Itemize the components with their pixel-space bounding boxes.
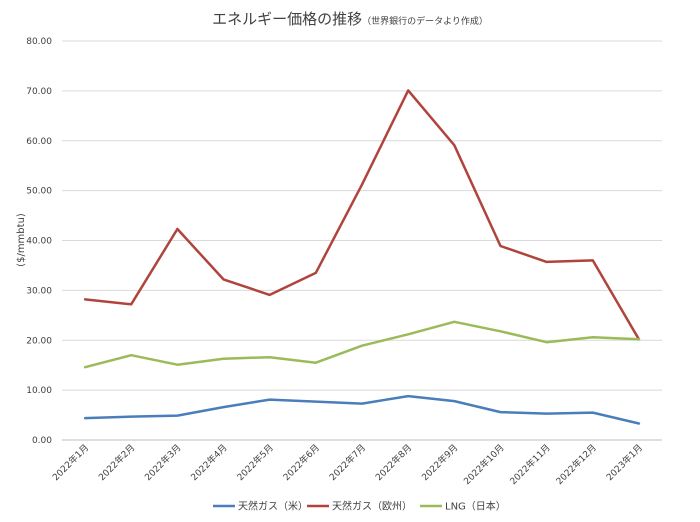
data-point [407,89,409,92]
data-point [499,330,502,333]
x-tick-label: 2022年9月 [419,442,460,483]
data-point [407,333,409,336]
x-tick-label: 2022年5月 [234,442,275,483]
data-point [591,336,594,339]
x-tick-label: 2022年4月 [188,442,229,483]
data-point [84,366,86,368]
data-point [315,272,317,274]
data-point [130,303,133,306]
gridlines [62,40,662,441]
data-point [130,415,133,418]
data-point [591,411,594,414]
legend-label: LNG（日本） [445,500,506,513]
data-point [176,363,179,366]
y-tick-label: 60.00 [26,137,52,147]
chart-subtitle: （世界銀行のデータより作成） [362,15,488,27]
y-axis-label: ($/mmbtu) [16,213,27,267]
data-point [453,144,456,147]
data-point [84,417,86,419]
data-point [361,344,363,347]
x-tick-label: 2022年8月 [373,442,414,483]
data-point [222,406,225,408]
data-point [545,341,548,344]
x-tick-label: 2022年6月 [281,442,322,483]
y-tick-label: 20.00 [26,336,52,346]
series-line-2 [83,320,641,369]
chart-title: エネルギー価格の推移（世界銀行のデータより作成） [212,10,488,28]
y-tick-label: 10.00 [26,386,52,396]
data-point [591,259,594,262]
data-point [545,412,548,415]
x-tick-label: 2022年11月 [507,442,553,488]
data-point [638,422,640,425]
data-point [268,398,271,401]
data-point [453,400,456,402]
data-point [453,320,456,323]
y-tick-label: 0.00 [32,436,52,446]
data-point [315,361,317,364]
y-tick-label: 30.00 [26,286,52,296]
y-tick-label: 70.00 [26,87,52,97]
x-tick-labels: 2022年1月 2022年2月 2022年3月 2022年4月 2022年5月 2022年… [50,442,645,488]
y-tick-label: 50.00 [26,187,52,197]
series-line-0 [83,394,641,425]
x-tick-label: 2022年12月 [553,442,599,488]
data-point [130,354,133,357]
x-tick-label: 2022年2月 [96,442,137,483]
x-tick-label: 2023年1月 [604,442,645,483]
y-tick-labels: 0.00 10.00 20.00 30.00 40.00 50.00 60.00 70.00 8… [26,37,52,446]
x-tick-label: 2022年1月 [50,442,91,483]
data-point [638,338,640,341]
data-point [176,228,179,230]
data-point [222,278,225,281]
x-tick-label: 2022年10月 [461,442,507,488]
series-lines [83,89,641,425]
data-point [361,183,363,186]
legend-label: 天然ガス（欧州） [332,500,412,513]
x-tick-label: 2022年3月 [142,442,183,483]
data-point [545,261,548,263]
series-line-1 [83,89,641,341]
data-point [222,357,225,360]
y-tick-label: 80.00 [26,37,52,47]
data-point [315,400,317,403]
data-point [499,245,502,247]
data-point [268,294,271,296]
legend: 天然ガス（米） 天然ガス（欧州） LNG（日本） [213,500,506,513]
x-tick-label: 2022年7月 [327,442,368,483]
y-tick-label: 40.00 [26,237,52,247]
data-point [176,414,179,417]
data-point [407,395,409,397]
legend-label: 天然ガス（米） [238,500,308,513]
data-point [84,298,86,301]
chart-title-main: エネルギー価格の推移 [212,10,362,28]
data-point [361,402,363,405]
data-point [499,411,502,413]
data-point [268,356,271,359]
